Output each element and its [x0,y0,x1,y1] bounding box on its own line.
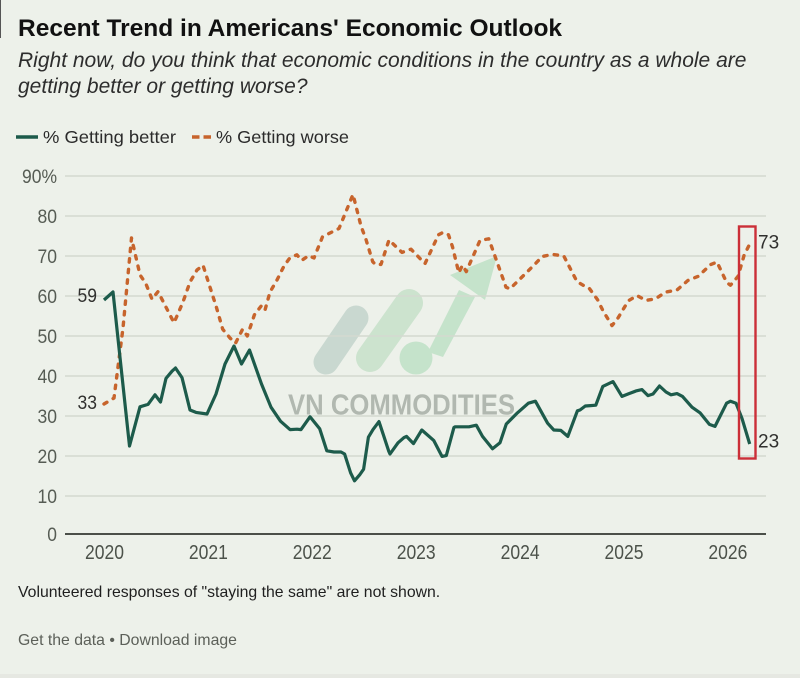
svg-text:20: 20 [38,447,58,468]
svg-text:% Getting worse: % Getting worse [216,127,349,147]
svg-text:2024: 2024 [501,541,540,564]
svg-text:2021: 2021 [189,541,228,564]
svg-text:50: 50 [38,327,58,348]
svg-text:80: 80 [38,207,58,228]
svg-text:33: 33 [78,393,98,414]
svg-text:70: 70 [38,247,58,268]
svg-text:% Getting better: % Getting better [43,127,176,147]
svg-text:30: 30 [38,407,58,428]
svg-text:2025: 2025 [605,541,644,564]
svg-text:VN COMMODITIES: VN COMMODITIES [288,390,515,422]
svg-text:10: 10 [38,487,58,508]
svg-text:0: 0 [47,525,57,546]
svg-text:2022: 2022 [293,541,332,564]
svg-text:73: 73 [758,233,779,254]
svg-text:60: 60 [38,287,58,308]
svg-text:90%: 90% [22,167,57,188]
svg-text:2020: 2020 [85,541,124,564]
svg-text:59: 59 [78,286,98,307]
svg-text:2026: 2026 [708,541,747,564]
svg-text:23: 23 [758,432,779,453]
svg-text:40: 40 [38,367,58,388]
svg-text:2023: 2023 [397,541,436,564]
